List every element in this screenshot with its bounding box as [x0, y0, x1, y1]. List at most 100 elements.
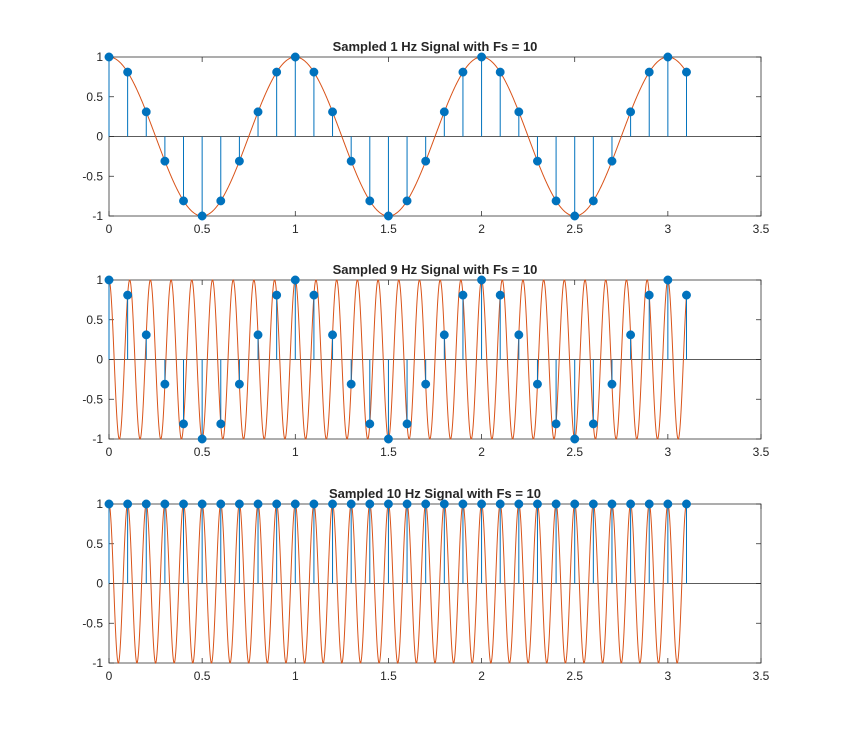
y-tick-label: 0 [96, 577, 103, 591]
x-tick-label: 0.5 [194, 222, 211, 236]
sample-point [290, 499, 300, 509]
sample-point [179, 196, 188, 206]
x-tick-label: 0.5 [194, 669, 211, 683]
sample-point [570, 499, 580, 509]
sample-point [477, 499, 487, 509]
sample-point [514, 330, 524, 340]
y-tick-label: 0.5 [86, 537, 103, 551]
x-tick-label: 2.5 [566, 222, 583, 236]
sample-point [234, 156, 244, 166]
sample-point [179, 499, 188, 509]
x-tick-label: 0 [106, 222, 113, 236]
continuous-signal-line [108, 279, 687, 440]
sample-point [551, 419, 561, 429]
sample-point [663, 52, 673, 62]
sample-point [253, 499, 263, 509]
sample-point [458, 67, 468, 77]
sample-point [439, 330, 449, 340]
sample-point [477, 275, 487, 285]
sample-point [644, 67, 654, 77]
sample-point [514, 499, 524, 509]
sample-point [439, 499, 449, 509]
sample-point [179, 419, 188, 429]
sample-point [141, 499, 151, 509]
sample-point [458, 290, 468, 300]
sample-point [234, 379, 244, 389]
y-tick-label: 0.5 [86, 313, 103, 327]
x-tick-label: 2 [478, 669, 485, 683]
sample-point [421, 379, 431, 389]
chart-title: Sampled 9 Hz Signal with Fs = 10 [333, 262, 538, 277]
x-tick-label: 1.5 [380, 445, 397, 459]
sample-point [644, 499, 654, 509]
sample-point [123, 67, 133, 77]
sample-point [328, 330, 337, 340]
continuous-signal-line [108, 503, 687, 664]
sample-point [104, 52, 114, 62]
sample-point [421, 499, 431, 509]
sample-point [123, 499, 133, 509]
sample-point [533, 379, 542, 389]
sample-point [346, 379, 356, 389]
y-tick-label: -1 [92, 432, 103, 446]
sample-point [439, 107, 449, 117]
sample-point [626, 499, 636, 509]
x-tick-label: 1.5 [380, 222, 397, 236]
sample-point [402, 419, 412, 429]
sample-point [383, 434, 393, 444]
x-tick-label: 3 [665, 222, 672, 236]
sample-point [216, 419, 226, 429]
sample-point [402, 499, 412, 509]
x-tick-label: 2 [478, 222, 485, 236]
sample-point [365, 419, 375, 429]
sample-point [104, 499, 114, 509]
sample-point [421, 156, 431, 166]
y-tick-label: -0.5 [82, 169, 103, 183]
sample-point [663, 275, 673, 285]
chart-title: Sampled 10 Hz Signal with Fs = 10 [329, 486, 541, 501]
sample-point [533, 499, 542, 509]
sample-point [272, 290, 282, 300]
sample-point [551, 499, 561, 509]
sample-point [216, 196, 226, 206]
sample-point [123, 290, 133, 300]
sample-point [607, 499, 617, 509]
sample-point [570, 434, 580, 444]
sample-point [160, 156, 170, 166]
sample-point [197, 211, 207, 221]
sample-point [197, 434, 207, 444]
sample-point [383, 211, 393, 221]
sample-point [495, 67, 505, 77]
sample-point [682, 290, 691, 300]
sample-point [272, 499, 282, 509]
x-tick-label: 0.5 [194, 445, 211, 459]
y-tick-label: 1 [96, 50, 103, 64]
x-tick-label: 3 [665, 669, 672, 683]
sample-point [458, 499, 468, 509]
sample-point [346, 499, 356, 509]
sample-point [551, 196, 561, 206]
x-tick-label: 2 [478, 445, 485, 459]
y-tick-label: -0.5 [82, 392, 103, 406]
sample-point [682, 499, 691, 509]
chart-title: Sampled 1 Hz Signal with Fs = 10 [333, 39, 538, 54]
sample-point [626, 330, 636, 340]
sample-point [272, 67, 282, 77]
x-tick-label: 1 [292, 669, 299, 683]
sample-point [346, 156, 356, 166]
sample-point [588, 196, 598, 206]
y-tick-label: -1 [92, 209, 103, 223]
x-tick-label: 3 [665, 445, 672, 459]
sample-point [197, 499, 207, 509]
x-tick-label: 0 [106, 669, 113, 683]
sample-point [365, 196, 375, 206]
sample-point [495, 290, 505, 300]
sample-point [328, 107, 337, 117]
sample-point [365, 499, 375, 509]
y-tick-label: 0.5 [86, 90, 103, 104]
y-tick-label: 0 [96, 130, 103, 144]
subplot-1: 0 0.5 1 1.5 2 2.5 3 3.5 1 0.5 0 -0.5 -1 Sampled 1 Hz … [82, 39, 769, 236]
sample-point [402, 196, 412, 206]
x-tick-label: 1.5 [380, 669, 397, 683]
x-tick-label: 2.5 [566, 445, 583, 459]
